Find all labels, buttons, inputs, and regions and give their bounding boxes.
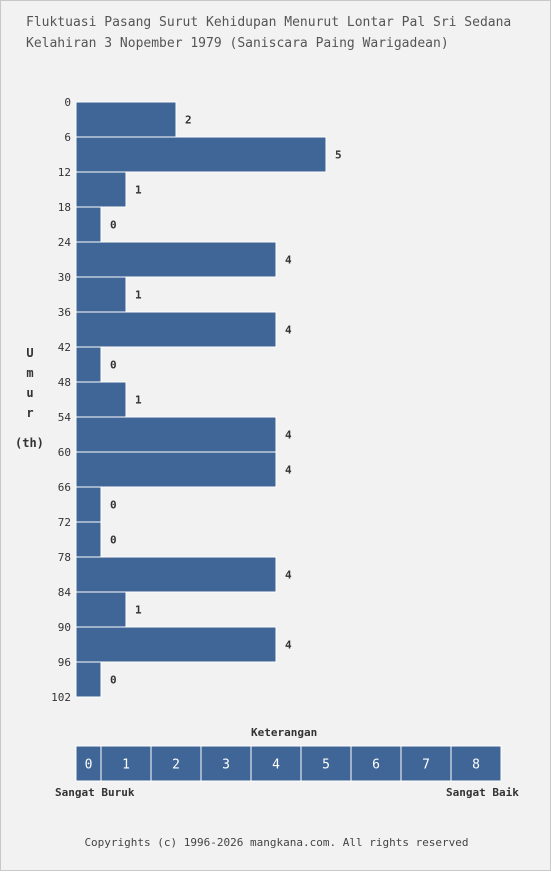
bar [75, 311, 277, 348]
bar-value-label: 0 [110, 674, 117, 687]
y-tick-label: 18 [58, 201, 71, 214]
y-axis-label-char: r [26, 406, 34, 420]
copyright-text: Copyrights (c) 1996-2026 mangkana.com. A… [84, 836, 469, 849]
legend-scale-label: 8 [472, 758, 480, 773]
legend-scale-cell [400, 745, 452, 782]
bar-value-label: 4 [285, 429, 292, 442]
legend-scale-label: 5 [322, 758, 330, 773]
y-tick-label: 102 [51, 691, 71, 704]
y-tick-label: 96 [58, 656, 71, 669]
y-tick-label: 60 [58, 446, 71, 459]
bar-value-label: 4 [285, 569, 292, 582]
legend-scale-cell [350, 745, 402, 782]
legend-scale-cell [200, 745, 252, 782]
bar [75, 626, 277, 663]
y-tick-label: 6 [64, 131, 71, 144]
legend-title: Keterangan [251, 726, 318, 739]
bar [75, 136, 327, 173]
bar-value-label: 4 [285, 639, 292, 652]
legend-scale-label: 7 [422, 758, 430, 773]
bar [75, 661, 102, 698]
chart-title-line-2: Kelahiran 3 Nopember 1979 (Saniscara Pai… [26, 36, 449, 51]
y-axis-label-char: m [26, 366, 34, 380]
bar-value-label: 4 [285, 324, 292, 337]
bar-value-label: 1 [135, 289, 142, 302]
legend-scale-cell [150, 745, 202, 782]
bar-value-label: 1 [135, 604, 142, 617]
bar-value-label: 0 [110, 359, 117, 372]
bar-value-label: 5 [335, 149, 342, 162]
legend-scale-label: 0 [85, 758, 93, 773]
bar [75, 591, 127, 628]
bar [75, 556, 277, 593]
bar [75, 346, 102, 383]
y-tick-label: 78 [58, 551, 71, 564]
y-axis-label-char: U [26, 346, 34, 360]
bar-value-label: 0 [110, 499, 117, 512]
bar-value-label: 0 [110, 219, 117, 232]
legend-scale-label: 6 [372, 758, 380, 773]
legend-scale-label: 3 [222, 758, 230, 773]
bar-value-label: 4 [285, 464, 292, 477]
chart-title-line-1: Fluktuasi Pasang Surut Kehidupan Menurut… [26, 15, 512, 30]
bar-value-label: 1 [135, 184, 142, 197]
legend-scale-label: 2 [172, 758, 180, 773]
y-tick-label: 42 [58, 341, 71, 354]
y-tick-label: 54 [58, 411, 72, 424]
bar [75, 101, 177, 138]
y-tick-label: 30 [58, 271, 71, 284]
y-tick-label: 72 [58, 516, 71, 529]
y-axis-label-char: u [26, 386, 34, 400]
y-tick-label: 24 [58, 236, 72, 249]
legend-scale-cell [450, 745, 502, 782]
bar [75, 521, 102, 558]
bar [75, 451, 277, 488]
bar [75, 486, 102, 523]
bar-value-label: 4 [285, 254, 292, 267]
bar-value-label: 0 [110, 534, 117, 547]
legend-scale-cell [300, 745, 352, 782]
legend-scale-label: 4 [272, 758, 280, 773]
y-tick-label: 12 [58, 166, 71, 179]
y-tick-label: 0 [64, 96, 71, 109]
y-tick-label: 84 [58, 586, 72, 599]
bar-value-label: 1 [135, 394, 142, 407]
bar [75, 206, 102, 243]
bar [75, 276, 127, 313]
bar [75, 416, 277, 453]
bar [75, 171, 127, 208]
y-tick-label: 90 [58, 621, 71, 634]
y-tick-label: 48 [58, 376, 71, 389]
legend-high-label: Sangat Baik [446, 786, 519, 799]
y-tick-label: 36 [58, 306, 71, 319]
legend-low-label: Sangat Buruk [55, 786, 135, 799]
legend-scale-cell [250, 745, 302, 782]
legend-scale-cell [75, 745, 102, 782]
bar [75, 381, 127, 418]
bar [75, 241, 277, 278]
y-tick-label: 66 [58, 481, 71, 494]
y-axis-unit-label: (th) [15, 436, 44, 450]
legend-scale-label: 1 [122, 758, 130, 773]
bar-value-label: 2 [185, 114, 192, 127]
